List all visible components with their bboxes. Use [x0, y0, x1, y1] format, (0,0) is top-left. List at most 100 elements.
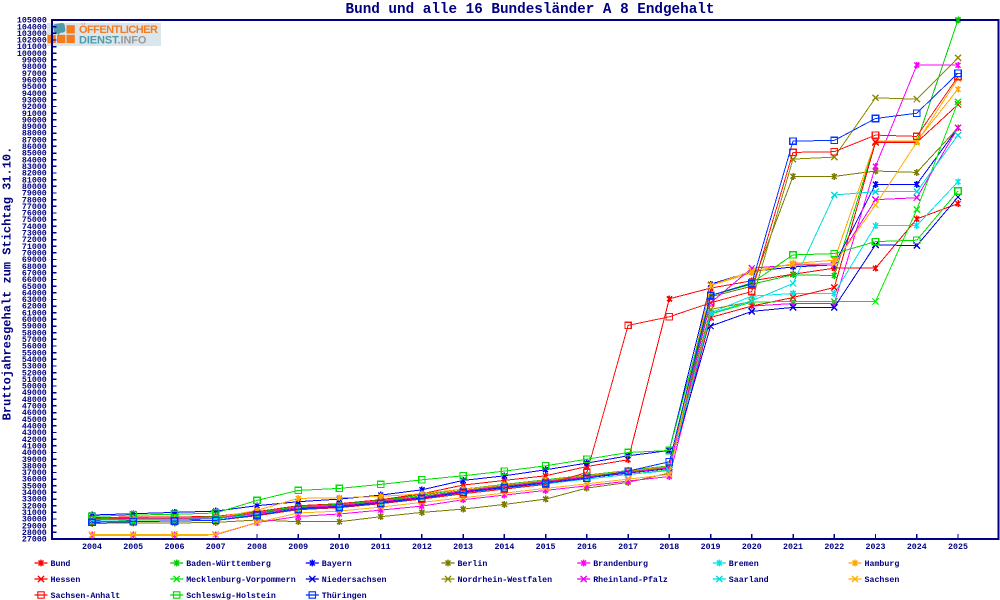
svg-text:75000: 75000	[22, 216, 47, 225]
svg-text:2019: 2019	[701, 543, 721, 552]
svg-text:89000: 89000	[22, 123, 47, 132]
svg-text:48000: 48000	[22, 396, 47, 405]
svg-text:96000: 96000	[22, 77, 47, 86]
svg-text:32000: 32000	[22, 502, 47, 511]
svg-text:2010: 2010	[329, 543, 349, 552]
svg-text:Sachsen: Sachsen	[865, 575, 900, 585]
svg-text:2023: 2023	[866, 543, 886, 552]
svg-text:77000: 77000	[22, 203, 47, 212]
svg-text:61000: 61000	[22, 309, 47, 318]
svg-text:Baden-Württemberg: Baden-Württemberg	[186, 559, 271, 569]
svg-text:2016: 2016	[577, 543, 597, 552]
svg-text:ÖFFENTLICHER: ÖFFENTLICHER	[79, 23, 158, 36]
svg-text:27000: 27000	[22, 536, 47, 545]
svg-text:40000: 40000	[22, 449, 47, 458]
svg-text:Schleswig-Holstein: Schleswig-Holstein	[186, 591, 276, 600]
svg-text:104000: 104000	[17, 23, 47, 32]
svg-text:2006: 2006	[165, 543, 185, 552]
svg-text:99000: 99000	[22, 57, 47, 66]
svg-text:85000: 85000	[22, 150, 47, 159]
svg-text:2020: 2020	[742, 543, 762, 552]
svg-text:Brandenburg: Brandenburg	[593, 559, 648, 569]
svg-text:41000: 41000	[22, 442, 47, 451]
svg-text:2021: 2021	[783, 543, 803, 552]
svg-text:59000: 59000	[22, 323, 47, 332]
svg-text:2022: 2022	[824, 543, 844, 552]
svg-text:28000: 28000	[22, 529, 47, 538]
svg-text:60000: 60000	[22, 316, 47, 325]
svg-text:62000: 62000	[22, 303, 47, 312]
svg-text:34000: 34000	[22, 489, 47, 498]
svg-text:56000: 56000	[22, 343, 47, 352]
svg-text:57000: 57000	[22, 336, 47, 345]
svg-text:46000: 46000	[22, 409, 47, 418]
svg-text:Niedersachsen: Niedersachsen	[322, 575, 387, 585]
svg-text:65000: 65000	[22, 283, 47, 292]
svg-text:94000: 94000	[22, 90, 47, 99]
svg-text:Bund und alle 16 Bundesländer: Bund und alle 16 Bundesländer A 8 Endgeh…	[346, 2, 715, 18]
svg-text:Hessen: Hessen	[51, 576, 81, 585]
svg-text:2024: 2024	[907, 543, 927, 552]
svg-text:68000: 68000	[22, 263, 47, 272]
svg-text:Bayern: Bayern	[322, 560, 352, 569]
svg-text:2007: 2007	[206, 543, 226, 552]
svg-text:35000: 35000	[22, 482, 47, 491]
svg-text:88000: 88000	[22, 130, 47, 139]
svg-text:Thüringen: Thüringen	[322, 591, 367, 600]
svg-text:67000: 67000	[22, 269, 47, 278]
svg-text:76000: 76000	[22, 210, 47, 219]
svg-text:38000: 38000	[22, 462, 47, 471]
svg-text:Bruttojahresgehalt zum Stichta: Bruttojahresgehalt zum Stichtag 31.10.	[1, 147, 15, 421]
svg-text:80000: 80000	[22, 183, 47, 192]
svg-text:97000: 97000	[22, 70, 47, 79]
svg-text:93000: 93000	[22, 96, 47, 105]
svg-text:66000: 66000	[22, 276, 47, 285]
svg-text:2011: 2011	[371, 543, 391, 552]
svg-text:69000: 69000	[22, 256, 47, 265]
svg-text:95000: 95000	[22, 83, 47, 92]
svg-text:100000: 100000	[17, 50, 47, 59]
svg-text:2013: 2013	[453, 543, 473, 552]
svg-text:74000: 74000	[22, 223, 47, 232]
svg-text:91000: 91000	[22, 110, 47, 119]
svg-text:82000: 82000	[22, 170, 47, 179]
svg-text:52000: 52000	[22, 369, 47, 378]
svg-text:2014: 2014	[494, 543, 514, 552]
svg-text:101000: 101000	[17, 43, 47, 52]
svg-text:50000: 50000	[22, 383, 47, 392]
svg-text:71000: 71000	[22, 243, 47, 252]
svg-text:Berlin: Berlin	[458, 559, 488, 569]
svg-text:29000: 29000	[22, 522, 47, 531]
svg-text:42000: 42000	[22, 436, 47, 445]
svg-text:Hamburg: Hamburg	[865, 559, 900, 569]
svg-text:78000: 78000	[22, 196, 47, 205]
svg-text:81000: 81000	[22, 176, 47, 185]
svg-text:Saarland: Saarland	[729, 575, 769, 585]
svg-text:31000: 31000	[22, 509, 47, 518]
svg-text:63000: 63000	[22, 296, 47, 305]
svg-text:51000: 51000	[22, 376, 47, 385]
svg-text:2015: 2015	[536, 543, 556, 552]
svg-text:Bund: Bund	[51, 559, 71, 569]
svg-text:39000: 39000	[22, 456, 47, 465]
svg-text:72000: 72000	[22, 236, 47, 245]
svg-text:45000: 45000	[22, 416, 47, 425]
svg-text:Sachsen-Anhalt: Sachsen-Anhalt	[51, 591, 121, 600]
svg-text:Bremen: Bremen	[729, 560, 759, 569]
svg-text:64000: 64000	[22, 289, 47, 298]
svg-text:87000: 87000	[22, 136, 47, 145]
svg-text:2012: 2012	[412, 543, 432, 552]
svg-text:43000: 43000	[22, 429, 47, 438]
svg-text:84000: 84000	[22, 156, 47, 165]
svg-text:30000: 30000	[22, 516, 47, 525]
svg-text:49000: 49000	[22, 389, 47, 398]
svg-text:DIENST.INFO: DIENST.INFO	[79, 35, 147, 47]
svg-text:2005: 2005	[123, 543, 143, 552]
svg-text:54000: 54000	[22, 356, 47, 365]
svg-text:2025: 2025	[948, 543, 968, 552]
svg-text:2004: 2004	[82, 543, 102, 552]
svg-text:70000: 70000	[22, 250, 47, 259]
svg-text:73000: 73000	[22, 230, 47, 239]
svg-text:47000: 47000	[22, 403, 47, 412]
svg-text:Nordrhein-Westfalen: Nordrhein-Westfalen	[458, 575, 553, 585]
